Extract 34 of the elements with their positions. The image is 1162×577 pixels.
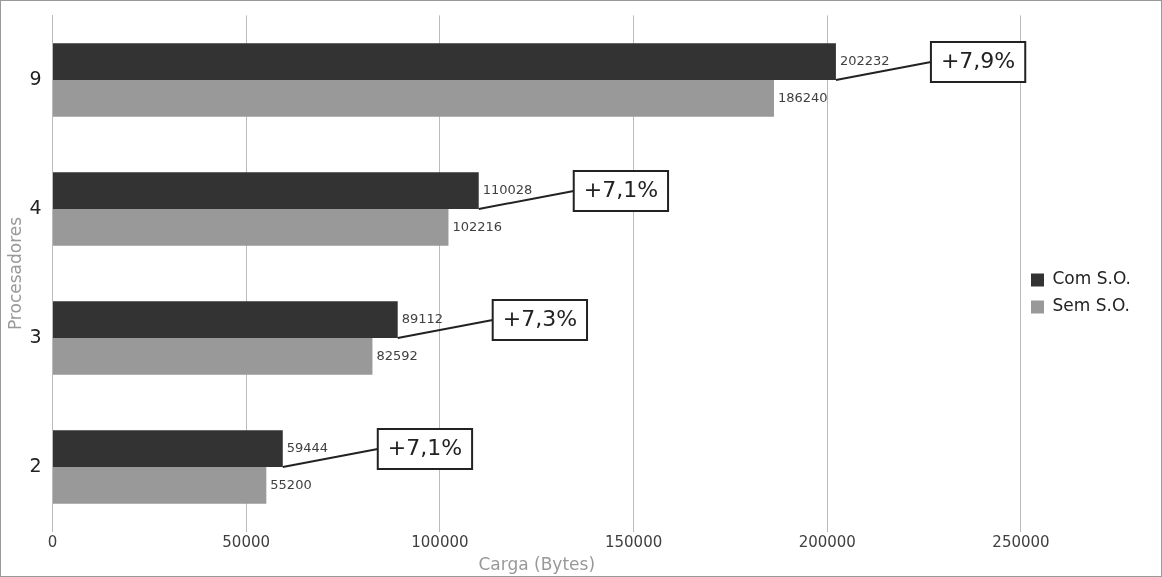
annotation: +7,1% xyxy=(387,434,463,460)
x-axis-title: Carga (Bytes) xyxy=(478,554,596,575)
data-label: 202232 xyxy=(839,52,890,68)
x-tick-label: 100000 xyxy=(411,533,469,552)
x-tick-label: 150000 xyxy=(604,533,663,552)
data-label: 59444 xyxy=(286,440,329,456)
data-label: 82592 xyxy=(376,347,418,363)
bar xyxy=(52,338,373,375)
data-label: 55200 xyxy=(270,476,312,492)
bar xyxy=(52,430,283,468)
bar xyxy=(52,301,398,339)
data-label: 110028 xyxy=(482,181,533,197)
bar xyxy=(52,43,836,80)
bar xyxy=(52,208,449,246)
annotation: +7,1% xyxy=(583,176,659,202)
legend-label: Sem S.O. xyxy=(1052,295,1130,316)
y-tick-label: 2 xyxy=(29,454,42,477)
x-tick-label: 250000 xyxy=(992,533,1050,552)
annotation: +7,3% xyxy=(502,305,578,331)
bar xyxy=(52,467,267,504)
y-tick-label: 3 xyxy=(29,324,42,347)
y-tick-label: 9 xyxy=(29,66,42,89)
y-axis-title: Procesadores xyxy=(4,216,25,331)
bar xyxy=(52,172,479,209)
data-label: 186240 xyxy=(777,89,828,105)
legend-label: Com S.O. xyxy=(1052,268,1132,289)
bar xyxy=(52,79,774,117)
x-tick-label: 50000 xyxy=(222,533,271,552)
x-tick-label: 200000 xyxy=(798,533,856,552)
x-tick-label: 0 xyxy=(47,533,58,552)
data-label: 102216 xyxy=(452,218,503,234)
annotation: +7,9% xyxy=(940,47,1016,73)
y-tick-label: 4 xyxy=(29,195,42,218)
data-label: 89112 xyxy=(401,311,444,327)
